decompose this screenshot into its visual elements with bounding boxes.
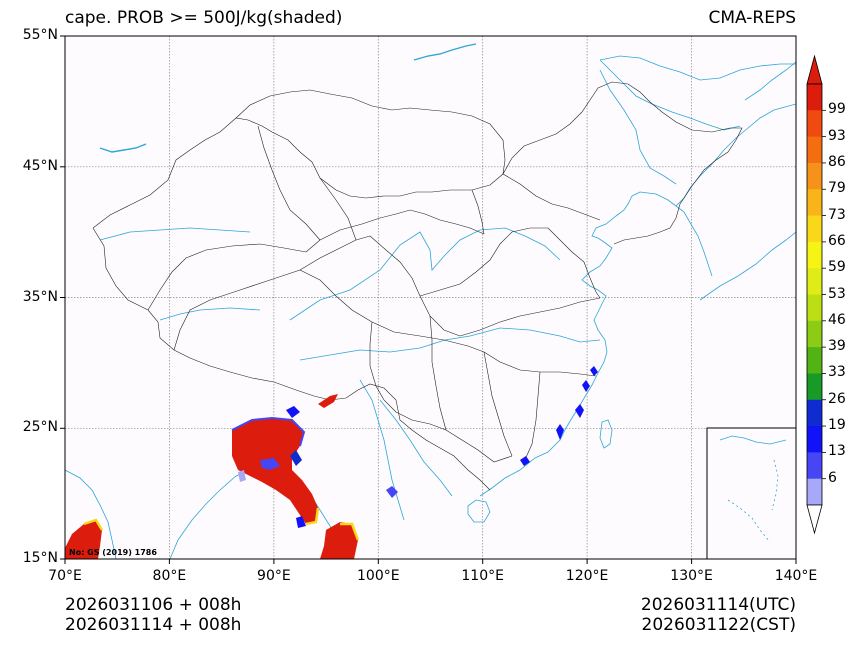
colorbar-level-label: 39 (828, 338, 846, 355)
colorbar-level-label: 33 (828, 364, 846, 381)
colorbar-level-label: 73 (828, 206, 846, 223)
lat-label-25: 25°N (22, 419, 58, 435)
colorbar-swatch (807, 215, 822, 243)
colorbar-swatch (807, 373, 822, 401)
lon-label-110: 110°E (461, 568, 504, 584)
init-utc: 2026031106 + 008h (65, 595, 242, 615)
colorbar-over-arrow (806, 54, 823, 85)
colorbar-swatch (807, 110, 822, 138)
colorbar-level-label: 93 (828, 127, 846, 144)
colorbar-level-label: 46 (828, 311, 846, 328)
lon-label-100: 100°E (357, 568, 400, 584)
colorbar-swatch (807, 426, 822, 453)
colorbar-swatch (807, 478, 822, 506)
lon-label-120: 120°E (565, 568, 609, 584)
colorbar-level-label: 13 (828, 443, 846, 460)
colorbar-level-label: 19 (828, 417, 846, 434)
valid-cst: 2026031122(CST) (641, 615, 796, 635)
init-cst: 2026031114 + 008h (65, 615, 242, 635)
map-title: cape. PROB >= 500J/kg(shaded) (65, 8, 343, 28)
lon-label-140: 140°E (774, 568, 818, 584)
model-name: CMA-REPS (708, 8, 796, 28)
approval-number: No: GS (2019) 1786 (69, 548, 157, 557)
graticule (65, 36, 796, 559)
coastlines-rivers (65, 43, 796, 559)
colorbar-level-label: 6 (828, 469, 837, 486)
colorbar-level-label: 86 (828, 153, 846, 170)
colorbar-swatch (807, 452, 822, 480)
footer-init: 2026031106 + 008h 2026031114 + 008h (65, 595, 241, 635)
colorbar-level-label: 26 (828, 390, 846, 407)
colorbar-under-arrow (806, 504, 823, 535)
colorbar-swatch (807, 347, 822, 374)
colorbar-swatch (807, 241, 822, 269)
axis-ticks (60, 35, 797, 564)
colorbar-swatch (807, 320, 822, 348)
colorbar-level-label: 59 (828, 259, 846, 276)
lat-label-45: 45°N (22, 158, 58, 174)
lon-label-80: 80°E (152, 568, 187, 584)
colorbar-swatch (807, 294, 822, 322)
cape-probability-shading (65, 366, 598, 559)
colorbar-swatch (807, 399, 822, 427)
colorbar-level-label: 99 (828, 101, 846, 118)
south-china-sea-inset (706, 427, 796, 559)
lon-label-70: 70°E (48, 568, 82, 584)
colorbar-level-label: 66 (828, 232, 846, 249)
colorbar-swatch (807, 268, 822, 295)
colorbar-swatch (807, 189, 822, 217)
colorbar-swatch (807, 84, 822, 111)
lat-label-15: 15°N (22, 550, 58, 566)
borders (92, 81, 743, 491)
colorbar-swatch (807, 162, 822, 190)
lat-label-35: 35°N (22, 289, 58, 305)
lon-label-130: 130°E (670, 568, 713, 584)
colorbar (806, 54, 826, 535)
footer-valid: 2026031114(UTC) 2026031122(CST) (641, 595, 796, 635)
lon-label-90: 90°E (257, 568, 291, 584)
valid-utc: 2026031114(UTC) (640, 595, 796, 615)
colorbar-level-label: 53 (828, 285, 846, 302)
lat-label-55: 55°N (22, 27, 58, 43)
colorbar-swatch (807, 136, 822, 164)
colorbar-level-label: 79 (828, 180, 846, 197)
